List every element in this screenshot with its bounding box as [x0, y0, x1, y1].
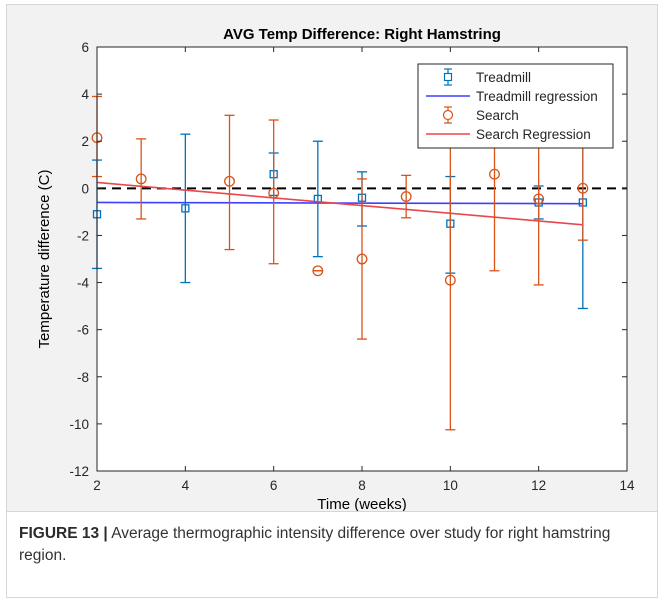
legend-entry-label: Treadmill — [476, 70, 531, 85]
search-point — [400, 191, 412, 203]
x-tick-label: 12 — [531, 478, 546, 493]
legend-entry-label: Search — [476, 108, 519, 123]
legend-swatch-square — [443, 72, 453, 82]
x-tick-label: 6 — [270, 478, 278, 493]
search-point — [135, 173, 147, 185]
search-point — [577, 182, 589, 194]
y-tick-label: 0 — [81, 181, 89, 196]
caption-divider — [7, 511, 657, 512]
y-tick-label: -8 — [77, 370, 89, 385]
legend-swatch-circle — [442, 109, 454, 121]
chart-panel: 2 4 6 8 10 12 14 6 4 2 0 -2 -4 -6 -8 -10 -12 AVG Temp Di… — [7, 5, 657, 513]
y-axis-label: Temperature difference (C) — [36, 170, 53, 349]
chart-title: AVG Temp Difference: Right Hamstring — [223, 26, 501, 43]
legend-entry-label: Treadmill regression — [476, 89, 598, 104]
caption-text: Average thermographic intensity differen… — [19, 525, 611, 564]
regression-line-search-regression — [96, 181, 583, 226]
y-tick-label: 2 — [81, 134, 89, 149]
y-tick-label: 4 — [81, 87, 89, 102]
legend-entry-label: Search Regression — [476, 127, 591, 142]
x-tick-label: 14 — [619, 478, 635, 493]
y-tick-label: -10 — [69, 417, 89, 432]
figure-label: FIGURE 13 | — [19, 525, 108, 542]
y-tick-label: -4 — [77, 276, 89, 291]
x-tick-label: 10 — [443, 478, 458, 493]
legend: Treadmill Treadmill regression Search Searc… — [417, 63, 614, 149]
search-point — [356, 253, 368, 265]
chart-svg: 2 4 6 8 10 12 14 6 4 2 0 -2 -4 -6 -8 -10 -12 AVG Temp Di… — [36, 26, 635, 513]
y-tick-label: 6 — [81, 40, 89, 55]
x-axis-label: Time (weeks) — [317, 496, 406, 511]
search-point — [312, 265, 324, 277]
search-point — [224, 175, 235, 187]
y-tick-label: -6 — [77, 323, 89, 338]
search-point — [533, 193, 545, 205]
search-point — [444, 274, 456, 286]
x-tick-label: 8 — [358, 478, 366, 493]
figure-caption: FIGURE 13 | Average thermographic intens… — [19, 523, 644, 567]
x-tick-label: 2 — [93, 478, 101, 493]
x-tick-label: 4 — [182, 478, 190, 493]
search-point — [489, 168, 500, 180]
figure-frame: 2 4 6 8 10 12 14 6 4 2 0 -2 -4 -6 -8 -10 -12 AVG Temp Di… — [6, 4, 658, 598]
treadmill-point — [181, 204, 190, 213]
y-tick-label: -12 — [69, 464, 89, 479]
y-tick-label: -2 — [77, 228, 89, 243]
